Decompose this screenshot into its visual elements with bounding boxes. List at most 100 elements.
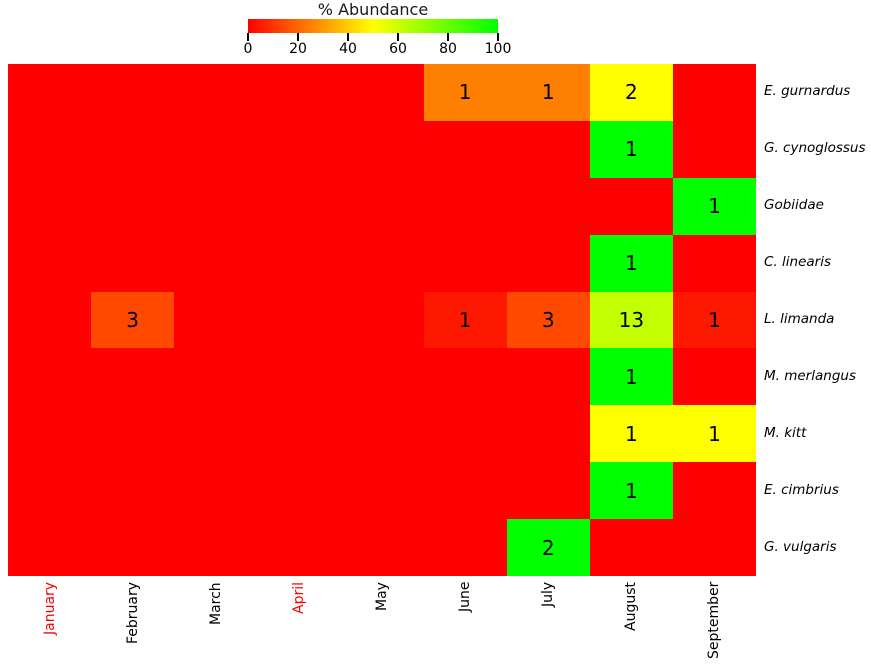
legend-tick — [497, 33, 499, 41]
legend-tick-label: 100 — [484, 41, 512, 57]
heatmap-cell: 2 — [506, 519, 590, 576]
heatmap-cell — [506, 234, 590, 292]
heatmap-cell — [340, 177, 424, 235]
y-axis-label: Gobiidae — [764, 197, 824, 214]
x-axis-label: June — [457, 582, 474, 613]
heatmap-cell — [423, 120, 507, 178]
x-axis-label: March — [207, 582, 224, 625]
heatmap-cell — [340, 405, 424, 463]
x-axis-label: May — [374, 582, 390, 611]
heatmap-cell — [91, 234, 175, 292]
y-axis-label: L. limanda — [764, 311, 835, 327]
heatmap-cell — [8, 291, 92, 349]
heatmap-cell — [8, 177, 92, 235]
heatmap-cell — [257, 462, 341, 520]
heatmap-cell: 1 — [589, 120, 673, 178]
y-axis-label: M. kitt — [764, 424, 807, 441]
heatmap-cell — [423, 462, 507, 520]
heatmap-cell — [8, 64, 92, 121]
y-axis-label: C. linearis — [764, 254, 831, 271]
heatmap-cell — [672, 519, 756, 576]
legend-gradient-bar — [248, 19, 498, 33]
heatmap-cell — [589, 177, 673, 235]
heatmap-cell — [91, 120, 175, 178]
heatmap-cell — [340, 234, 424, 292]
heatmap-cell — [672, 234, 756, 292]
x-axis-label: February — [124, 582, 141, 645]
heatmap-cell — [174, 519, 258, 576]
heatmap-cell — [8, 462, 92, 520]
heatmap-cell — [174, 177, 258, 235]
heatmap-cell — [8, 234, 92, 292]
heatmap-cell — [8, 519, 92, 576]
heatmap-cell — [257, 519, 341, 576]
heatmap-cell: 3 — [506, 291, 590, 349]
heatmap-cell — [257, 234, 341, 292]
heatmap-cell — [340, 519, 424, 576]
x-axis-label: January — [41, 582, 58, 636]
legend-tick — [297, 33, 299, 41]
heatmap-cell — [257, 291, 341, 349]
heatmap-cell: 1 — [423, 64, 507, 121]
heatmap-cell — [340, 120, 424, 178]
heatmap-cell: 1 — [506, 64, 590, 121]
heatmap-cell — [91, 405, 175, 463]
heatmap-cell — [257, 64, 341, 121]
heatmap-cell: 2 — [589, 64, 673, 121]
legend-tick — [447, 33, 449, 41]
heatmap-cell — [423, 234, 507, 292]
y-axis-label: G. vulgaris — [764, 538, 837, 555]
x-axis-label: April — [290, 582, 307, 614]
legend-tick-label: 80 — [439, 41, 457, 57]
heatmap-cell — [91, 64, 175, 121]
heatmap-cell — [340, 64, 424, 121]
heatmap-cell — [340, 291, 424, 349]
y-axis-label: M. merlangus — [764, 367, 856, 384]
heatmap-grid: 1 1 2 1 1 1 3 1 3 13 1 1 1 1 1 2 — [8, 64, 756, 576]
heatmap-cell — [506, 348, 590, 406]
heatmap-cell: 1 — [672, 405, 756, 463]
heatmap-cell — [423, 348, 507, 406]
heatmap-cell — [174, 120, 258, 178]
heatmap-cell: 1 — [589, 234, 673, 292]
heatmap-cell — [91, 462, 175, 520]
heatmap-cell: 1 — [672, 177, 756, 235]
heatmap-cell — [257, 120, 341, 178]
legend-tick-label: 0 — [243, 41, 253, 57]
heatmap-cell — [91, 348, 175, 406]
heatmap-cell: 13 — [589, 291, 673, 349]
x-axis-label: July — [540, 582, 557, 608]
heatmap-cell — [672, 462, 756, 520]
heatmap-cell: 1 — [589, 348, 673, 406]
x-axis-label: August — [623, 582, 640, 631]
heatmap-cell — [8, 120, 92, 178]
heatmap-cell: 3 — [91, 291, 175, 349]
heatmap-cell — [91, 519, 175, 576]
heatmap-cell — [257, 405, 341, 463]
heatmap-cell — [8, 348, 92, 406]
legend-tick — [247, 33, 249, 41]
heatmap-cell — [340, 462, 424, 520]
heatmap-cell — [174, 348, 258, 406]
heatmap-cell — [8, 405, 92, 463]
heatmap-cell — [257, 348, 341, 406]
heatmap-cell — [340, 348, 424, 406]
legend-tick — [347, 33, 349, 41]
heatmap-cell: 1 — [589, 462, 673, 520]
heatmap-cell — [506, 120, 590, 178]
heatmap-cell — [257, 177, 341, 235]
heatmap-cell — [174, 291, 258, 349]
heatmap-cell — [672, 120, 756, 178]
y-axis-label: G. cynoglossus — [764, 140, 866, 157]
heatmap-cell — [589, 519, 673, 576]
heatmap-cell — [423, 405, 507, 463]
heatmap-cell — [91, 177, 175, 235]
heatmap-cell — [174, 405, 258, 463]
heatmap-cell: 1 — [589, 405, 673, 463]
legend-tick-label: 60 — [389, 41, 407, 57]
heatmap-cell — [672, 348, 756, 406]
heatmap-cell — [174, 64, 258, 121]
legend-title: % Abundance — [317, 0, 429, 19]
y-axis-label: E. gurnardus — [764, 83, 851, 100]
